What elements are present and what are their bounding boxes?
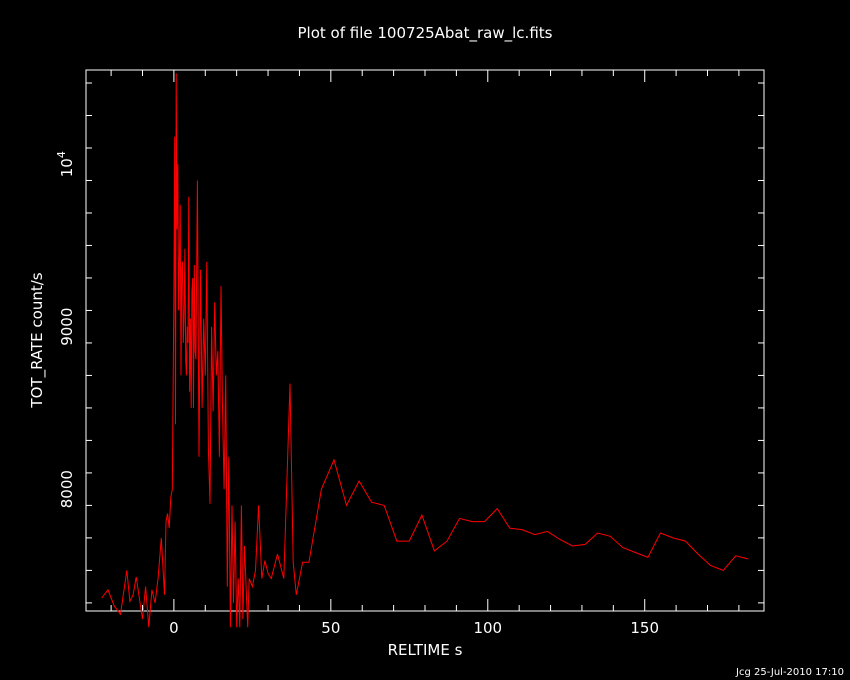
- x-axis-label: RELTIME s: [388, 641, 463, 659]
- y-tick-label: 9000: [58, 308, 76, 346]
- x-tick-label: 50: [321, 619, 340, 637]
- series-group: [101, 73, 749, 628]
- x-axis-ticks: 0 50 100 150: [110, 70, 740, 637]
- x-tick-label: 0: [169, 619, 179, 637]
- x-tick-label: 100: [473, 619, 502, 637]
- y-tick-label: 104: [55, 151, 76, 177]
- x-tick-label: 150: [630, 619, 659, 637]
- series-line: [101, 73, 749, 628]
- chart-title: Plot of file 100725Abat_raw_lc.fits: [298, 24, 553, 43]
- y-axis-label: TOT_RATE count/s: [28, 272, 47, 408]
- y-axis-ticks: 8000 9000 104: [55, 82, 764, 604]
- footer-timestamp: Jcg 25-Jul-2010 17:10: [736, 667, 844, 678]
- y-tick-label: 8000: [58, 470, 76, 508]
